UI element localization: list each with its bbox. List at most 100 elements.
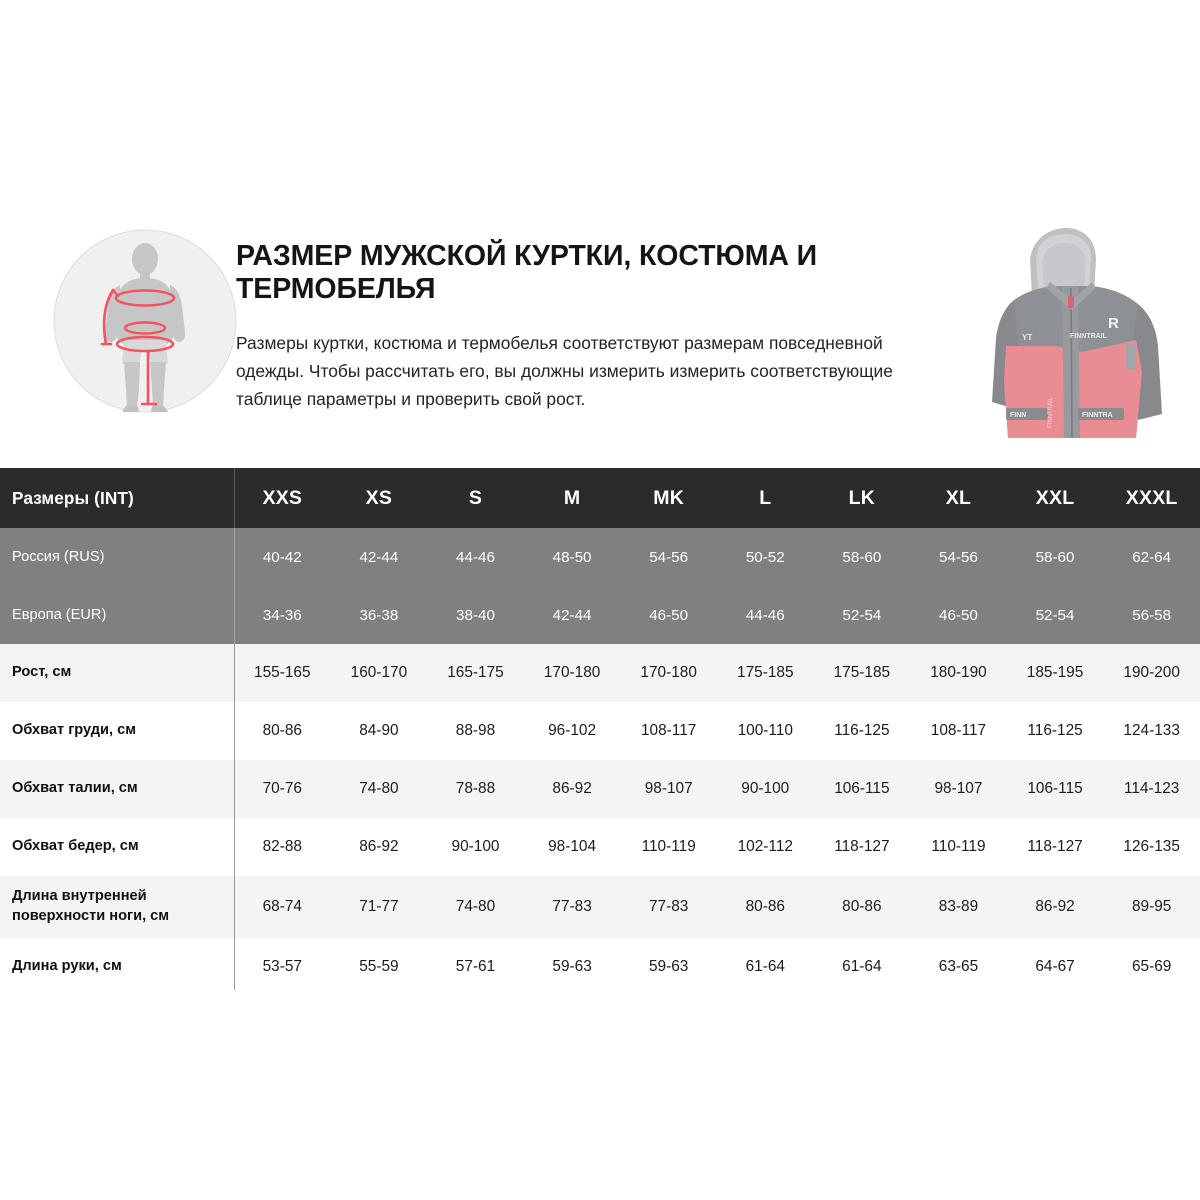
cell-mk: 54-56 [649,548,689,566]
cell-xs: 160-170 [350,664,408,681]
cell-l: 44-46 [745,606,785,624]
svg-text:FINNTRAIL: FINNTRAIL [1070,333,1108,340]
table-row: Обхват бедер, см 82-88 86-92 90-100 98-104 11… [0,818,1200,876]
cell-xs: 86-92 [359,838,399,855]
size-header-l: L [759,486,772,509]
cell-xxl: 118-127 [1027,838,1083,855]
size-header-mk: MK [653,486,685,509]
cell-s: 165-175 [447,664,504,681]
table-row: Европа (EUR) 34-36 36-38 38-40 42-44 46-50 44-… [0,586,1200,644]
table-row: Рост, см 155-165 160-170 165-175 170-180 170-… [0,644,1200,702]
cell-s: 38-40 [456,606,495,624]
cell-s: 57-61 [455,958,496,975]
cell-xxxl: 56-58 [1132,606,1172,624]
row-label: Россия (RUS) [12,549,105,565]
table-row: Длина руки, см 53-57 55-59 57-61 59-63 59-63 6… [0,938,1200,996]
cell-xxl: 116-125 [1027,722,1083,739]
cell-xxs: 82-88 [262,838,302,855]
column-divider-grey [234,528,235,644]
size-chart-table: Размеры (INT) XXS XS S M MK L LK XL XXL … [0,468,1200,996]
cell-xxxl: 190-200 [1123,664,1180,681]
size-header-xl: XL [945,486,972,509]
cell-xxxl: 65-69 [1131,958,1172,975]
cell-m: 98-104 [548,838,597,855]
cell-m: 59-63 [552,958,592,975]
page-description: Размеры куртки, костюма и термобелья соо… [236,332,893,410]
cell-xxs: 53-57 [262,958,302,975]
cell-xs: 55-59 [359,958,399,975]
svg-text:FINNTRA: FINNTRA [1082,412,1113,419]
cell-xxxl: 89-95 [1131,898,1172,915]
hero-text-block: РАЗМЕР МУЖСКОЙ КУРТКИ, КОСТЮМА И ТЕРМОБЕ… [236,240,926,413]
svg-text:FINNTRAIL: FINNTRAIL [1048,396,1054,428]
cell-l: 80-86 [745,898,785,915]
cell-l: 61-64 [745,958,785,975]
cell-xxl: 106-115 [1027,780,1083,797]
cell-lk: 58-60 [842,548,882,566]
cell-xxl: 58-60 [1035,548,1075,566]
cell-xxl: 185-195 [1026,664,1084,681]
svg-text:R: R [1108,315,1119,332]
size-header-xxl: XXL [1035,486,1075,509]
cell-xxxl: 62-64 [1132,548,1172,566]
cell-xl: 110-119 [931,838,986,855]
cell-m: 170-180 [543,664,601,681]
cell-xs: 42-44 [359,548,399,566]
cell-xxs: 34-36 [262,606,302,624]
jacket-product-photo: R ΥΤ FINNTRAIL FINN FINNTRA FINNTRAIL [986,222,1200,468]
cell-xxxl: 124-133 [1123,722,1180,739]
cell-s: 90-100 [451,838,500,855]
cell-m: 48-50 [552,548,592,566]
row-label: Обхват бедер, см [12,838,139,855]
svg-text:ΥΤ: ΥΤ [1022,333,1032,342]
column-divider-header [234,468,235,528]
cell-s: 44-46 [456,548,495,566]
row-label: Обхват груди, см [12,722,137,739]
cell-xs: 84-90 [359,722,399,739]
cell-xxs: 68-74 [262,898,302,915]
table-body: Россия (RUS) 40-42 42-44 44-46 48-50 54-56 50-… [0,528,1200,996]
table-header-row: Размеры (INT) XXS XS S M MK L LK XL XXL … [0,468,1200,528]
cell-mk: 108-117 [641,722,697,739]
cell-l: 102-112 [737,838,793,855]
svg-text:FINN: FINN [1010,412,1026,419]
page-title: РАЗМЕР МУЖСКОЙ КУРТКИ, КОСТЮМА И ТЕРМОБЕ… [236,240,818,306]
row-label: Рост, см [12,664,72,681]
cell-xl: 180-190 [930,664,987,681]
cell-xxs: 155-165 [254,664,311,681]
cell-xxl: 86-92 [1035,898,1075,915]
column-divider [234,468,235,990]
cell-xl: 63-65 [938,958,979,975]
cell-mk: 110-119 [641,838,696,855]
cell-xl: 46-50 [939,606,978,624]
cell-m: 42-44 [552,606,592,624]
cell-xxxl: 114-123 [1124,780,1180,797]
cell-xxl: 64-67 [1035,958,1075,975]
table-row: Обхват талии, см 70-76 74-80 78-88 86-92 98-1… [0,760,1200,818]
cell-mk: 170-180 [640,664,697,681]
size-header-lk: LK [848,486,876,509]
cell-xxl: 52-54 [1035,606,1075,624]
cell-lk: 80-86 [842,898,882,915]
cell-m: 77-83 [552,898,592,915]
cell-lk: 61-64 [842,958,882,975]
table-row: Длина внутренней поверхности ноги, см 68-… [0,876,1200,938]
cell-m: 86-92 [552,780,592,797]
cell-lk: 118-127 [834,838,890,855]
cell-xl: 83-89 [938,898,979,915]
cell-m: 96-102 [548,722,597,739]
cell-xs: 36-38 [359,606,399,624]
cell-mk: 98-107 [644,780,693,797]
table-row: Россия (RUS) 40-42 42-44 44-46 48-50 54-56 50-… [0,528,1200,586]
cell-s: 78-88 [455,780,496,797]
cell-xxs: 70-76 [262,780,302,797]
cell-xl: 98-107 [934,780,983,797]
cell-l: 50-52 [745,548,785,566]
row-label: Обхват талии, см [12,780,138,797]
size-header-xxs: XXS [262,486,303,509]
cell-s: 88-98 [455,722,496,739]
cell-xs: 71-77 [359,898,399,915]
body-measurement-illustration [52,228,238,414]
cell-xxs: 40-42 [262,548,302,566]
cell-l: 90-100 [741,780,790,797]
